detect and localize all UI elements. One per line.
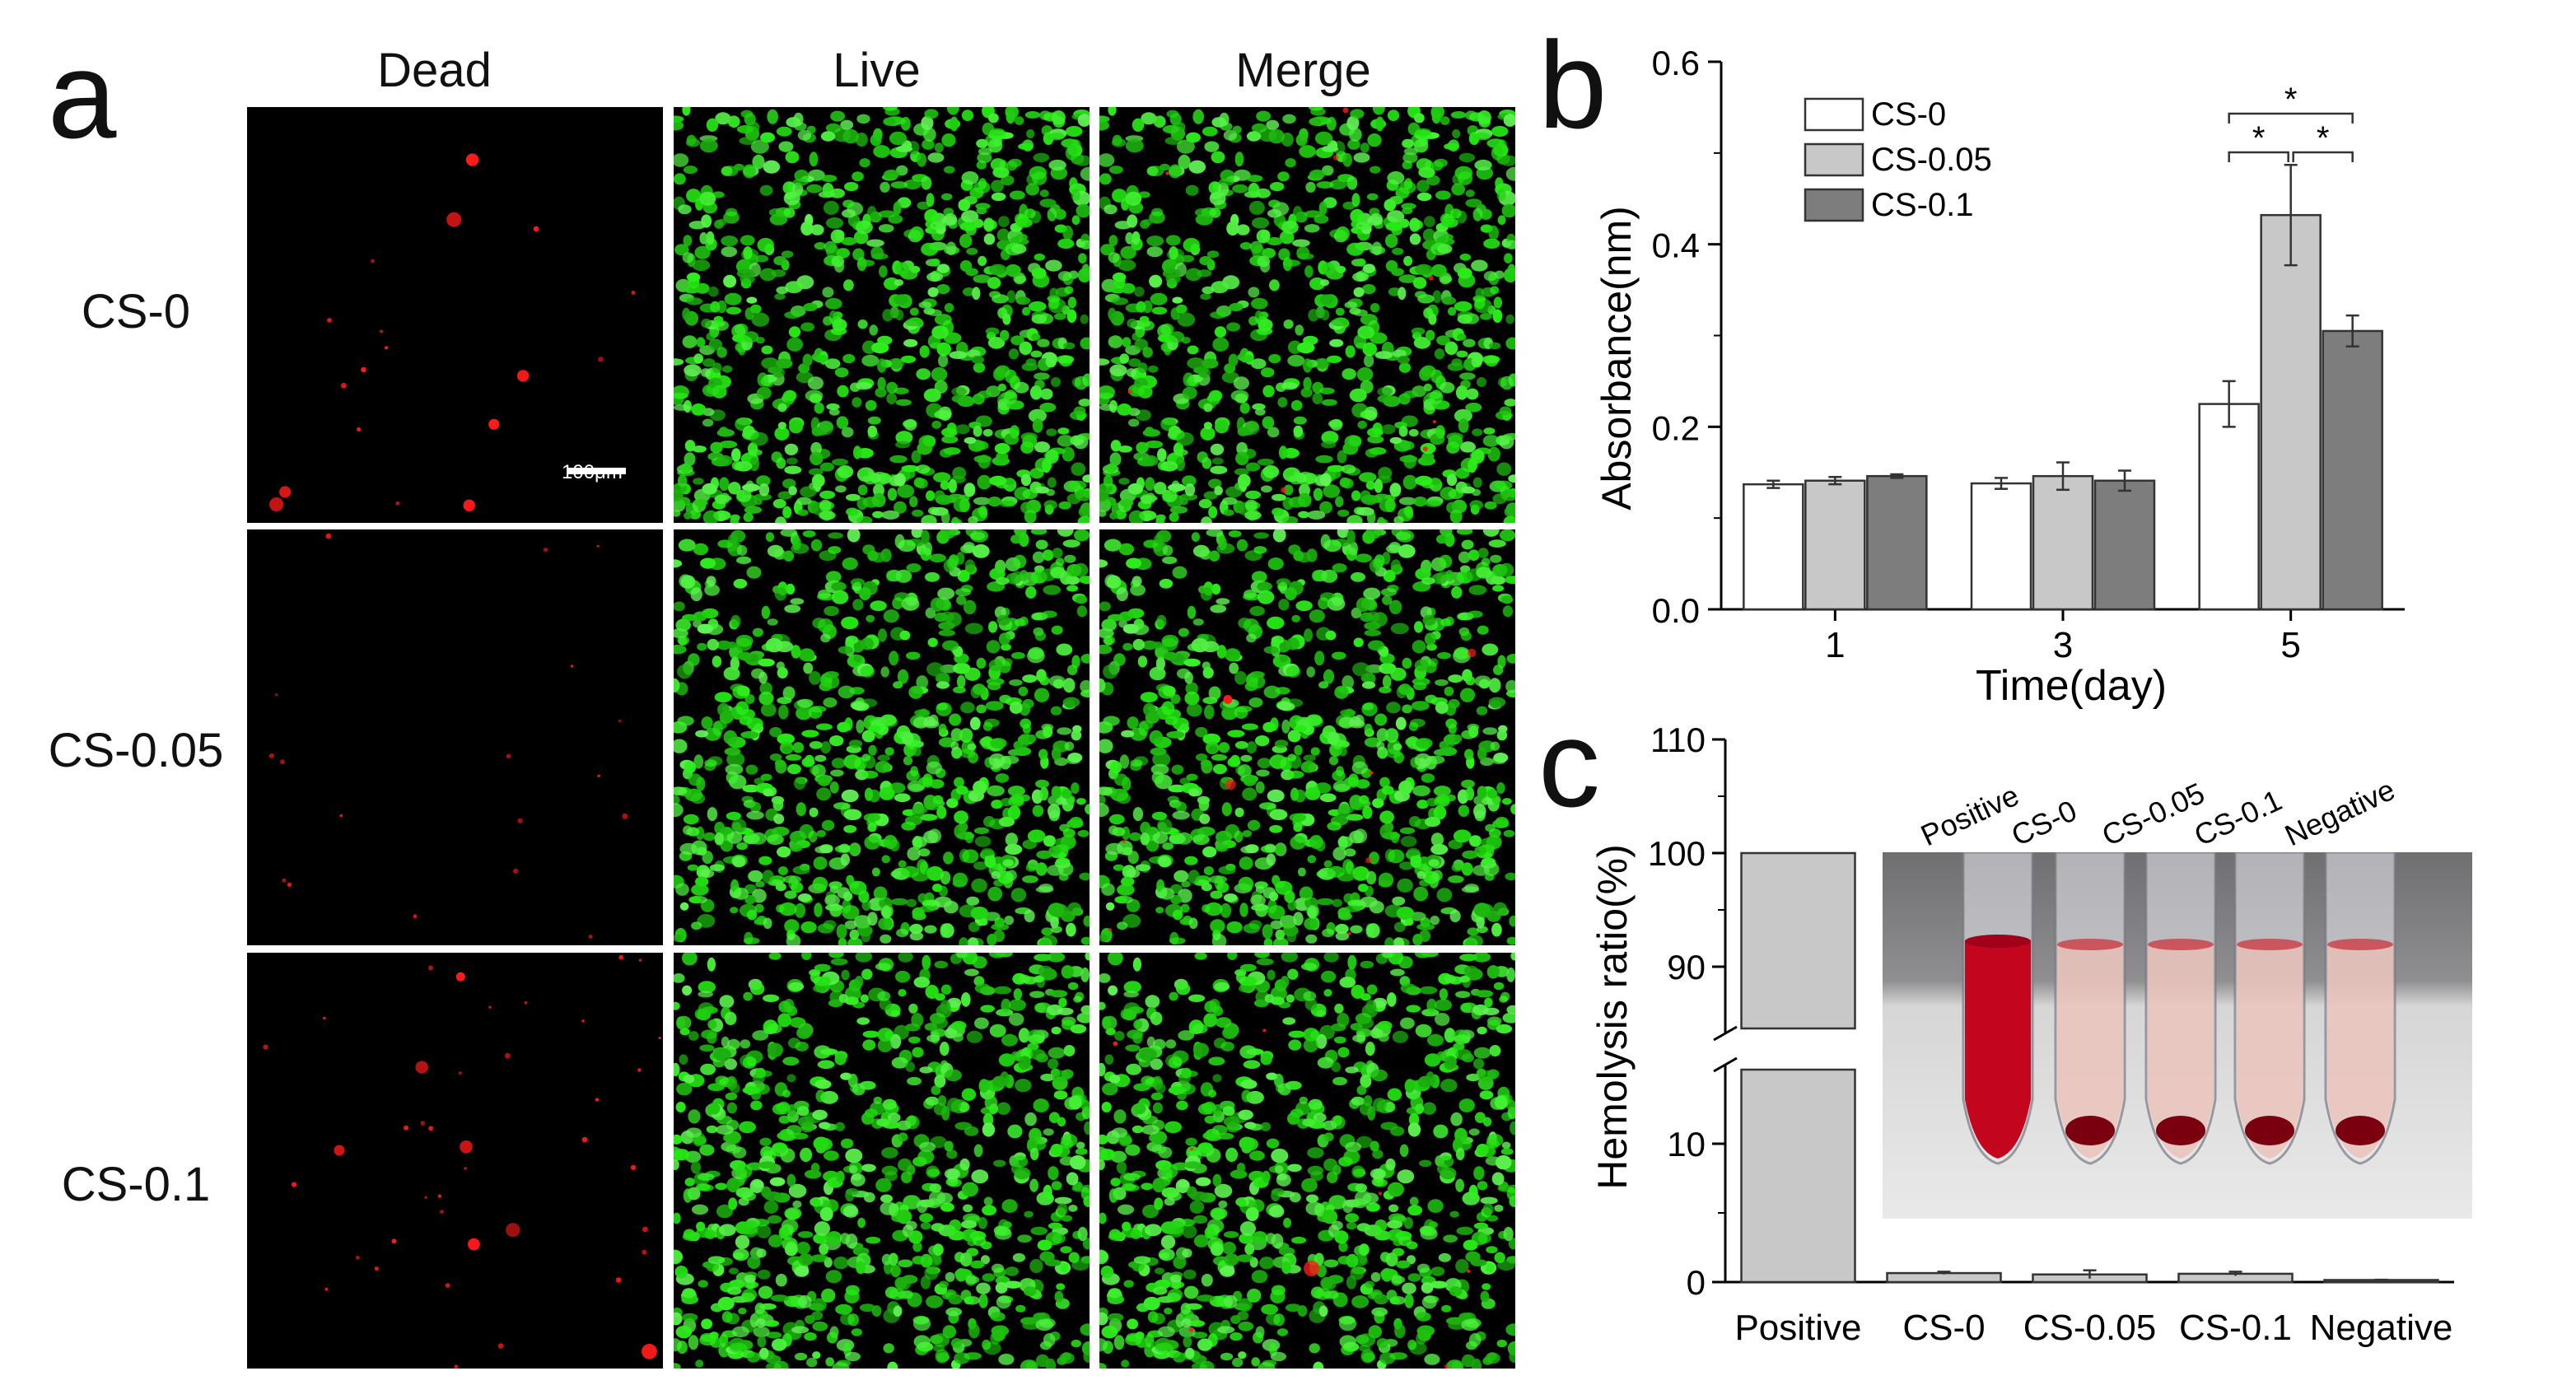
b-legend-swatch: [1804, 188, 1864, 222]
c-axis-break-mark: [1713, 1056, 1738, 1073]
b-bar: [2198, 403, 2260, 611]
column-header-merge: Merge: [1235, 44, 1371, 97]
b-bar: [1804, 479, 1866, 611]
b-y-tick-label: 0.2: [1652, 408, 1700, 447]
micrograph-live-cs-0-1: [674, 953, 1090, 1369]
test-tube: [2233, 852, 2306, 1165]
c-x-tick-label: Negative: [2310, 1308, 2453, 1348]
b-legend-label: CS-0: [1871, 96, 1946, 133]
c-inset-label: Negative: [2280, 772, 2400, 852]
live-cells: [1099, 953, 1515, 1369]
micrograph-live-cs-0-05: [674, 529, 1090, 945]
b-bar: [2260, 213, 2322, 611]
micrograph-merge-cs-0-1: [1099, 953, 1515, 1369]
b-significance-star: *: [2284, 82, 2298, 118]
c-bar-upper: [1740, 851, 1856, 1030]
c-x-tick-label: CS-0.05: [2023, 1308, 2156, 1348]
b-significance-bracket: [2228, 151, 2289, 162]
row-header-cs-0-1: CS-0.1: [61, 1158, 211, 1211]
b-legend-label: CS-0.1: [1871, 187, 1974, 223]
live-cells: [674, 529, 1090, 945]
b-legend-swatch: [1804, 142, 1864, 177]
b-x-tick-label: 3: [2053, 625, 2073, 665]
b-bar: [1866, 474, 1928, 611]
micrograph-live-cs-0: [674, 107, 1090, 523]
dead-cells: [1113, 1028, 1471, 1369]
c-y-tick-label: 10: [1667, 1125, 1706, 1163]
live-cells: [674, 953, 1090, 1369]
c-x-tick-label: CS-0: [1902, 1308, 1985, 1348]
panel-a-label: a: [48, 26, 117, 164]
live-cells: [1099, 529, 1515, 945]
test-tube: [2324, 852, 2396, 1165]
panel-c-label: c: [1538, 694, 1600, 832]
c-y-tick-label: 0: [1687, 1263, 1706, 1302]
b-significance-bracket: [2228, 112, 2354, 124]
c-inset-label: CS-0.1: [2189, 783, 2287, 853]
c-x-tick-label: Positive: [1734, 1308, 1861, 1348]
c-axis-break-mark: [1713, 1025, 1738, 1042]
dead-cells: [1108, 648, 1477, 935]
panel-b-label: b: [1538, 16, 1608, 154]
live-cells: [1099, 107, 1515, 523]
c-inset-label: CS-0.05: [2097, 776, 2210, 852]
b-x-axis-label: Time(day): [1976, 662, 2167, 710]
test-tube: [1962, 852, 2034, 1165]
column-header-dead: Dead: [377, 44, 492, 97]
b-y-tick-label: 0.6: [1652, 44, 1700, 82]
b-bar: [2093, 479, 2156, 611]
column-header-live: Live: [833, 44, 921, 97]
micrograph-dead-cs-0-05: [247, 529, 663, 945]
b-bar: [1970, 482, 2032, 611]
b-bar: [2032, 474, 2094, 611]
b-y-tick-label: 0.0: [1652, 591, 1700, 630]
scale-bar: [567, 468, 626, 474]
b-bar: [1743, 483, 1804, 611]
b-x-tick-label: 5: [2280, 625, 2300, 665]
c-y-axis-label: Hemolysis ratio(%): [1589, 844, 1636, 1190]
row-header-cs-0: CS-0: [81, 285, 191, 338]
micrograph-dead-cs-0: [247, 107, 663, 523]
c-inset-label: Positive: [1916, 778, 2024, 852]
c-y-tick-label: 110: [1650, 720, 1706, 759]
absorbance-bar-chart: 0.0 0.2 0.4 0.6 1 3 5 CS-0 CS-0.05 CS-0.1 * * * Ti…: [1594, 44, 2405, 710]
hemolysis-tubes-photo: [1883, 852, 2472, 1219]
test-tube: [2054, 852, 2126, 1165]
b-y-tick-label: 0.4: [1652, 226, 1700, 265]
dead-cells: [263, 954, 661, 1369]
micrograph-dead-cs-0-1: [247, 953, 663, 1369]
b-significance-bracket: [2292, 151, 2354, 162]
b-y-axis-label: Absorbance(nm): [1594, 206, 1640, 511]
b-significance-star: *: [2252, 120, 2266, 156]
b-legend-label: CS-0.05: [1871, 142, 1992, 178]
live-cells: [674, 107, 1090, 523]
dead-cells: [269, 153, 636, 512]
c-bar: [1740, 1068, 1856, 1284]
b-bar: [2322, 329, 2383, 611]
row-header-cs-0-05: CS-0.05: [48, 724, 224, 777]
b-significance-star: *: [2317, 120, 2330, 156]
c-x-tick-label: CS-0.1: [2179, 1308, 2292, 1348]
b-legend-swatch: [1804, 97, 1864, 132]
c-y-tick-label: 90: [1667, 948, 1706, 986]
micrograph-merge-cs-0-05: [1099, 529, 1515, 945]
dead-cells: [268, 533, 628, 939]
test-tube: [2144, 852, 2217, 1165]
c-y-tick-label: 100: [1648, 834, 1706, 873]
b-x-tick-label: 1: [1825, 625, 1845, 665]
micrograph-merge-cs-0: [1099, 107, 1515, 523]
dead-cells: [1127, 107, 1436, 493]
